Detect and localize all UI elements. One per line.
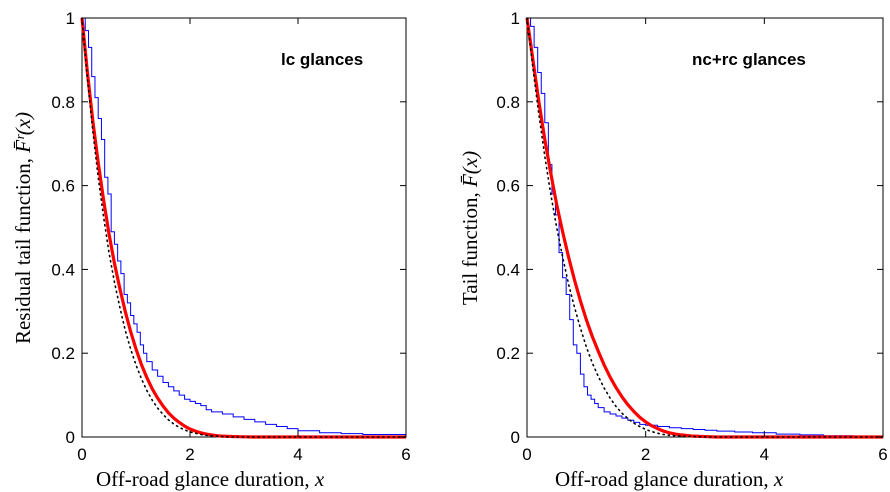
x-axis-label-right: Off-road glance duration, x	[555, 467, 784, 491]
series-dotted-right-2	[526, 17, 884, 438]
y-axis-func-right: F̄(x)	[458, 151, 482, 188]
y-tick-label-right-5: 1	[511, 9, 520, 28]
ticks-layer-right: 0 2 4 6 0 0.2 0.4 0.6 0.8 1	[496, 9, 887, 464]
x-tick-label-right-3: 6	[878, 445, 887, 464]
y-tick-label-right-3: 0.6	[496, 177, 520, 196]
series-step-left-0	[82, 17, 406, 435]
y-tick-label-left-4: 0.8	[51, 93, 75, 112]
x-axis-label-text-left: Off-road glance duration,	[96, 467, 315, 491]
y-tick-label-right-2: 0.4	[496, 260, 520, 279]
chart-right: 0 2 4 6 0 0.2 0.4 0.6 0.8 1 nc+rc glances Off-roa…	[458, 9, 888, 491]
y-tick-label-left-2: 0.4	[51, 260, 75, 279]
y-axis-func-left: F̄ʳ(x)	[11, 112, 35, 154]
y-tick-label-left-3: 0.6	[51, 177, 75, 196]
x-tick-label-left-3: 6	[401, 445, 410, 464]
y-axis-label-left: Residual tail function, F̄ʳ(x)	[11, 112, 35, 344]
y-tick-label-right-0: 0	[511, 428, 520, 447]
x-axis-var-left: x	[314, 467, 325, 491]
y-tick-label-right-4: 0.8	[496, 93, 520, 112]
y-tick-label-right-1: 0.2	[496, 344, 520, 363]
series-layer-right	[525, 17, 884, 439]
x-tick-label-right-0: 0	[522, 445, 531, 464]
panel-title-left: lc glances	[281, 50, 363, 69]
ticks-layer-left: 0 2 4 6 0 0.2 0.4 0.6 0.8 1	[51, 9, 410, 464]
y-axis-label-text-left: Residual tail function,	[11, 153, 35, 344]
x-tick-label-right-2: 4	[760, 445, 769, 464]
y-axis-label-text-right: Tail function,	[458, 187, 482, 305]
x-axis-label-left: Off-road glance duration, x	[96, 467, 325, 491]
y-axis-label-right: Tail function, F̄(x)	[458, 151, 482, 305]
y-tick-label-left-1: 0.2	[51, 344, 75, 363]
x-axis-label-text-right: Off-road glance duration,	[555, 467, 774, 491]
series-layer-left	[80, 17, 407, 439]
x-tick-label-right-1: 2	[641, 445, 650, 464]
series-dotted-left-2	[81, 17, 407, 438]
plot-area-left	[81, 17, 407, 438]
x-axis-var-right: x	[773, 467, 784, 491]
plot-area-right	[526, 17, 884, 438]
chart-left: 0 2 4 6 0 0.2 0.4 0.6 0.8 1 lc glances Off-road g…	[11, 9, 411, 491]
y-tick-label-left-5: 1	[66, 9, 75, 28]
y-tick-label-left-0: 0	[66, 428, 75, 447]
x-tick-label-left-2: 4	[293, 445, 302, 464]
panel-title-right: nc+rc glances	[692, 50, 806, 69]
x-tick-label-left-0: 0	[77, 445, 86, 464]
x-tick-label-left-1: 2	[185, 445, 194, 464]
